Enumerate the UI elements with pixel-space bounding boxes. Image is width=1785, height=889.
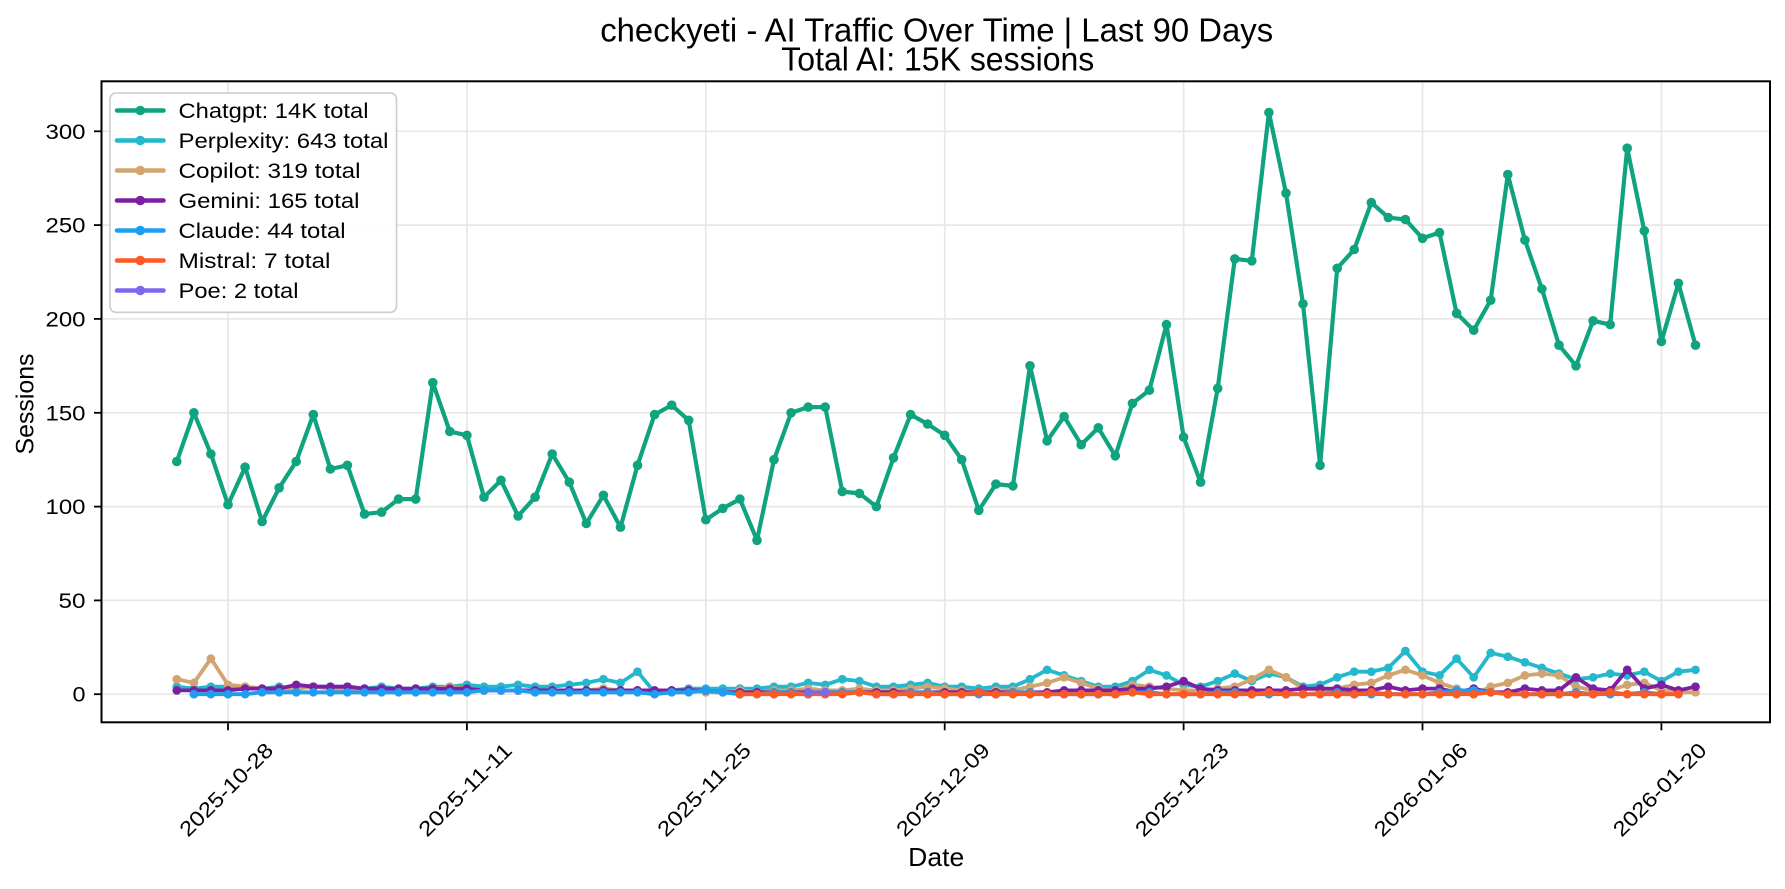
- svg-text:Chatgpt: 14K total: Chatgpt: 14K total: [179, 100, 369, 123]
- svg-text:0: 0: [73, 684, 86, 707]
- svg-text:Total AI: 15K sessions: Total AI: 15K sessions: [781, 40, 1094, 77]
- svg-text:Mistral: 7 total: Mistral: 7 total: [179, 250, 331, 273]
- svg-text:Gemini: 165 total: Gemini: 165 total: [179, 190, 360, 213]
- svg-text:150: 150: [46, 402, 86, 425]
- svg-text:Poe: 2 total: Poe: 2 total: [179, 280, 299, 303]
- svg-text:250: 250: [46, 215, 86, 238]
- svg-text:Copilot: 319 total: Copilot: 319 total: [179, 160, 361, 183]
- svg-text:50: 50: [59, 590, 86, 613]
- svg-text:300: 300: [46, 121, 86, 144]
- svg-text:Claude: 44 total: Claude: 44 total: [179, 220, 346, 243]
- svg-text:Sessions: Sessions: [12, 354, 40, 455]
- svg-text:200: 200: [46, 308, 86, 331]
- svg-text:checkyeti - AI Traffic Over Ti: checkyeti - AI Traffic Over Time | Last …: [600, 11, 1273, 48]
- svg-text:Date: Date: [908, 842, 964, 872]
- svg-text:100: 100: [46, 496, 86, 519]
- svg-text:Perplexity: 643 total: Perplexity: 643 total: [179, 130, 389, 153]
